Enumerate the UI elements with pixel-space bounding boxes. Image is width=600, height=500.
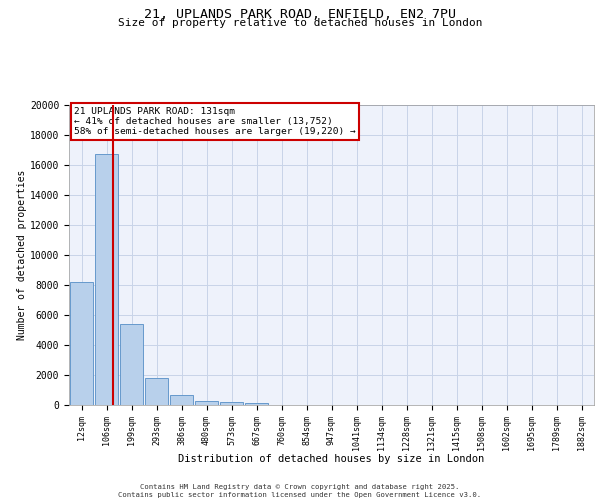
Bar [120, 324, 143, 405]
Bar [195, 400, 218, 405]
Text: 21 UPLANDS PARK ROAD: 131sqm
← 41% of detached houses are smaller (13,752)
58% o: 21 UPLANDS PARK ROAD: 131sqm ← 41% of de… [74, 106, 356, 136]
Bar [95, 154, 118, 405]
X-axis label: Distribution of detached houses by size in London: Distribution of detached houses by size … [178, 454, 485, 464]
Text: Contains HM Land Registry data © Crown copyright and database right 2025.
Contai: Contains HM Land Registry data © Crown c… [118, 484, 482, 498]
Y-axis label: Number of detached properties: Number of detached properties [17, 170, 27, 340]
Bar [220, 402, 243, 405]
Bar [245, 403, 268, 405]
Bar [70, 282, 93, 405]
Text: 21, UPLANDS PARK ROAD, ENFIELD, EN2 7PU: 21, UPLANDS PARK ROAD, ENFIELD, EN2 7PU [144, 8, 456, 20]
Text: Size of property relative to detached houses in London: Size of property relative to detached ho… [118, 18, 482, 28]
Bar [170, 394, 193, 405]
Bar [145, 378, 168, 405]
